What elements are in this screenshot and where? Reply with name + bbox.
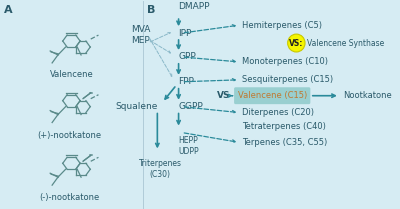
Text: Squalene: Squalene xyxy=(115,102,157,111)
Text: B: B xyxy=(147,5,155,15)
Text: Valencene: Valencene xyxy=(50,70,93,79)
Text: Valencene Synthase: Valencene Synthase xyxy=(307,38,384,47)
Text: MVA
MEP: MVA MEP xyxy=(131,25,151,45)
Text: GGPP: GGPP xyxy=(178,102,203,111)
FancyBboxPatch shape xyxy=(234,87,310,104)
Text: FPP: FPP xyxy=(178,77,194,86)
Text: Hemiterpenes (C5): Hemiterpenes (C5) xyxy=(242,21,322,30)
Text: VS: VS xyxy=(217,91,231,100)
Text: Sesquiterpenes (C15): Sesquiterpenes (C15) xyxy=(242,75,334,84)
Text: (-)-nootkatone: (-)-nootkatone xyxy=(39,193,100,202)
Text: Triterpenes
(C30): Triterpenes (C30) xyxy=(139,159,182,179)
Text: Tetraterpenes (C40): Tetraterpenes (C40) xyxy=(242,122,326,131)
Text: DMAPP: DMAPP xyxy=(178,2,210,11)
Text: GPP: GPP xyxy=(178,52,196,61)
Text: Nootkatone: Nootkatone xyxy=(343,91,392,100)
Text: HEPP
UDPP: HEPP UDPP xyxy=(178,136,199,156)
Text: Valencene (C15): Valencene (C15) xyxy=(238,91,307,100)
Text: Terpenes (C35, C55): Terpenes (C35, C55) xyxy=(242,138,328,147)
Text: Monoterpenes (C10): Monoterpenes (C10) xyxy=(242,57,328,66)
Text: (+)-nootkatone: (+)-nootkatone xyxy=(38,131,102,140)
Text: IPP: IPP xyxy=(178,29,192,38)
Text: Diterpenes (C20): Diterpenes (C20) xyxy=(242,108,314,117)
Text: VS:: VS: xyxy=(289,38,304,47)
Text: A: A xyxy=(4,5,12,15)
Circle shape xyxy=(288,34,305,52)
